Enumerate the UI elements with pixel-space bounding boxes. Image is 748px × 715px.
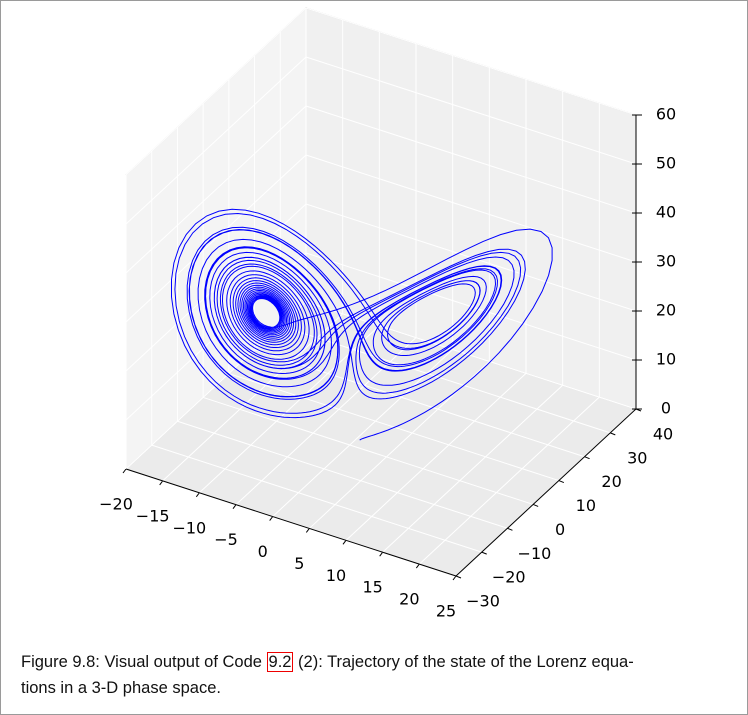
grid-line [151, 444, 482, 553]
y-tick [481, 551, 487, 555]
x-tick [305, 528, 310, 533]
caption-text: (2): Trajectory of the state of the Lore… [293, 653, 634, 671]
x-tick-label: 15 [362, 578, 382, 597]
y-axis [455, 408, 637, 577]
y-tick-label: −30 [466, 592, 500, 611]
grid-line [202, 396, 534, 505]
grid-line [305, 7, 637, 116]
x-tick [195, 492, 200, 498]
z-tick-label: 40 [656, 203, 676, 222]
y-tick-label: 10 [576, 496, 596, 515]
x-tick [122, 468, 127, 474]
x-tick-label: −5 [214, 530, 238, 549]
x-tick-label: 0 [258, 542, 268, 561]
y-tick-label: 40 [653, 425, 673, 444]
y-tick-label: 20 [601, 472, 621, 491]
grid-line [305, 56, 637, 165]
x-tick [415, 563, 420, 569]
plot-3d: −20−15−10−50510152025−30−20−100102030400… [99, 6, 676, 621]
code-reference[interactable]: 9.2 [266, 652, 294, 672]
caption-text: Figure 9.8: Visual output of Code [21, 653, 267, 671]
y-tick [558, 480, 565, 484]
x-tick-label: 20 [399, 590, 419, 609]
grid-line [125, 7, 307, 176]
grid-line [382, 384, 564, 553]
trajectory [171, 208, 553, 441]
y-tick [507, 527, 513, 531]
grid-line [305, 154, 637, 263]
grid-line [254, 349, 585, 458]
x-tick-label: 5 [294, 554, 304, 573]
y-tick [610, 432, 616, 436]
x-tick [159, 480, 164, 486]
grid-line [305, 301, 637, 410]
x-axis [125, 468, 457, 577]
x-tick-label: −10 [172, 518, 206, 537]
x-tick [269, 516, 274, 521]
grid-line [280, 325, 611, 434]
grid-line [305, 105, 637, 214]
grid-line [125, 105, 307, 274]
x-tick [342, 540, 347, 545]
y-tick [532, 503, 539, 507]
x-tick-label: −20 [99, 495, 133, 514]
y-tick-label: −10 [518, 544, 552, 563]
x-tick-label: −15 [136, 506, 170, 525]
x-tick-label: 10 [326, 566, 346, 585]
x-tick [232, 504, 237, 509]
z-tick-label: 60 [656, 105, 676, 124]
z-tick-label: 20 [656, 301, 676, 320]
grid-line [418, 396, 600, 565]
grid-line [125, 203, 307, 372]
x-tick-label: 25 [436, 602, 456, 621]
caption-line: Figure 9.8: Visual output of Code 9.2 (2… [21, 649, 634, 675]
grid-line [235, 337, 417, 506]
caption: Figure 9.8: Visual output of Code 9.2 (2… [21, 649, 634, 701]
y-tick-label: 30 [627, 448, 647, 467]
grid-line [125, 154, 307, 323]
z-tick-label: 0 [661, 399, 671, 418]
x-tick [379, 551, 384, 557]
y-tick-label: −20 [492, 568, 526, 587]
grid-line [272, 349, 454, 517]
z-tick-label: 10 [656, 350, 676, 369]
y-tick [455, 575, 462, 579]
z-tick-label: 50 [656, 154, 676, 173]
z-tick-label: 30 [656, 252, 676, 271]
caption-line: tions in a 3-D phase space. [21, 679, 221, 697]
y-tick-label: 0 [555, 520, 565, 539]
grid-line [162, 313, 344, 482]
y-tick [584, 456, 590, 460]
grid-line [177, 420, 508, 529]
x-tick [452, 575, 457, 581]
grid-line [125, 56, 307, 225]
grid-line [345, 372, 527, 541]
